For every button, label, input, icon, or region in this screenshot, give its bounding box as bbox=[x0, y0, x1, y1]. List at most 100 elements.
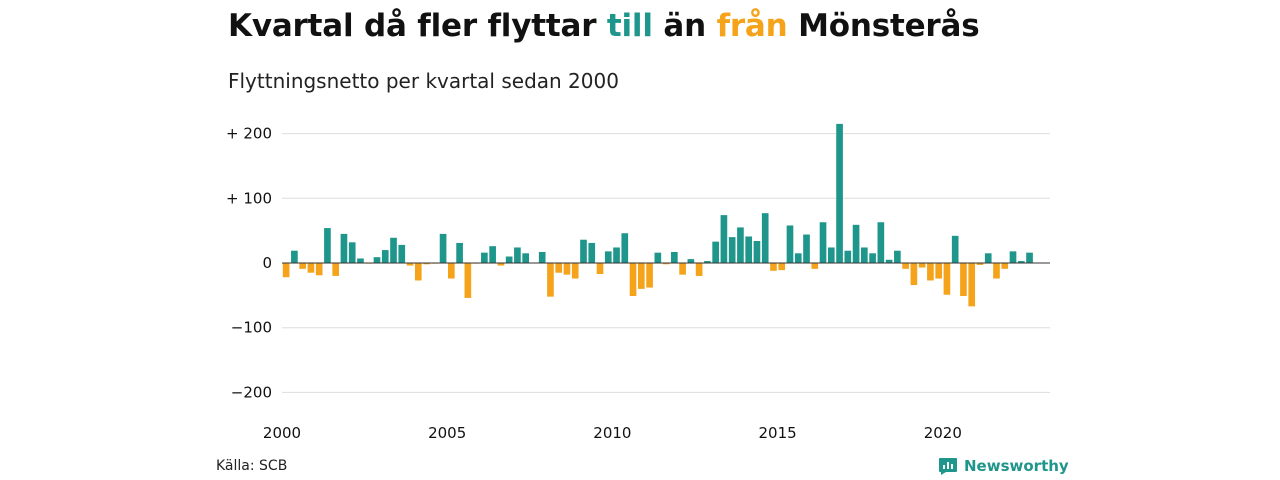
bar-2004Q4 bbox=[439, 233, 447, 263]
y-tick-label: −200 bbox=[231, 383, 272, 401]
bar-2012Q1 bbox=[679, 263, 686, 275]
bar-2009Q4 bbox=[604, 251, 612, 263]
y-tick-label: + 100 bbox=[226, 189, 272, 207]
bar-2006Q2 bbox=[489, 246, 496, 263]
bar-2005Q3 bbox=[464, 263, 472, 298]
bar-2006Q3 bbox=[497, 263, 505, 266]
bar-2007Q4 bbox=[538, 252, 546, 263]
bar-2004Q2 bbox=[423, 263, 430, 265]
bar-2014Q4 bbox=[770, 263, 777, 271]
bar-2014Q1 bbox=[745, 236, 753, 263]
bar-2003Q3 bbox=[398, 244, 406, 263]
bar-2020Q4 bbox=[968, 263, 976, 307]
bar-2002Q1 bbox=[348, 242, 356, 263]
bar-2008Q3 bbox=[563, 263, 571, 275]
x-axis-ticks: 2000 2005 2010 2015 2020 bbox=[263, 424, 962, 442]
bar-2001Q1 bbox=[315, 263, 323, 276]
bar-2019Q3 bbox=[927, 263, 934, 281]
bar-2012Q4 bbox=[704, 261, 711, 263]
bar-2013Q3 bbox=[728, 237, 736, 263]
x-tick-label: 2020 bbox=[924, 424, 962, 442]
bar-2018Q1 bbox=[877, 222, 885, 263]
bar-2001Q3 bbox=[332, 263, 340, 276]
title-word-till: till bbox=[606, 8, 653, 44]
bar-2007Q2 bbox=[522, 253, 529, 263]
x-tick-label: 2010 bbox=[593, 424, 631, 442]
bar-2016Q4 bbox=[836, 123, 843, 264]
bar-2002Q2 bbox=[357, 258, 364, 263]
title-part-1: Kvartal då fler flyttar bbox=[228, 8, 607, 44]
bar-2020Q1 bbox=[943, 263, 951, 295]
bar-2016Q1 bbox=[811, 263, 819, 269]
bar-2004Q1 bbox=[414, 263, 422, 281]
bar-2015Q2 bbox=[786, 225, 794, 263]
bar-2020Q2 bbox=[951, 235, 959, 263]
x-tick-label: 2000 bbox=[263, 424, 301, 442]
bar-2003Q2 bbox=[390, 237, 397, 263]
bar-2006Q1 bbox=[481, 252, 488, 263]
bar-2011Q2 bbox=[654, 252, 662, 263]
bar-2000Q4 bbox=[307, 263, 315, 273]
x-tick-label: 2015 bbox=[759, 424, 797, 442]
bar-2006Q4 bbox=[505, 256, 513, 263]
y-tick-label: + 200 bbox=[226, 125, 272, 143]
bar-2014Q2 bbox=[753, 241, 761, 263]
bar-2021Q4 bbox=[1001, 263, 1009, 269]
bar-2007Q1 bbox=[514, 247, 521, 263]
y-tick-label: −100 bbox=[231, 319, 272, 337]
bar-2010Q2 bbox=[621, 233, 629, 263]
bar-2000Q2 bbox=[291, 250, 298, 263]
bar-2019Q4 bbox=[935, 263, 942, 279]
bar-2005Q2 bbox=[456, 242, 463, 263]
bar-2011Q3 bbox=[662, 263, 670, 265]
newsworthy-chart-icon bbox=[938, 456, 958, 476]
source-note: Källa: SCB bbox=[216, 458, 288, 474]
bar-2010Q3 bbox=[629, 263, 637, 296]
bar-2009Q2 bbox=[588, 242, 596, 263]
x-tick-label: 2005 bbox=[428, 424, 466, 442]
bar-2021Q2 bbox=[984, 253, 992, 263]
bar-2012Q3 bbox=[695, 263, 703, 276]
bar-2015Q1 bbox=[778, 263, 786, 271]
bar-2003Q4 bbox=[406, 263, 414, 266]
y-tick-label: 0 bbox=[262, 254, 272, 272]
bar-2020Q3 bbox=[960, 263, 967, 296]
bar-2015Q4 bbox=[803, 234, 810, 263]
bar-2009Q3 bbox=[596, 263, 604, 274]
bar-2008Q1 bbox=[547, 263, 554, 297]
bar-2001Q2 bbox=[324, 228, 331, 263]
chart-subtitle: Flyttningsnetto per kvartal sedan 2000 bbox=[228, 69, 619, 93]
bar-2008Q4 bbox=[571, 263, 579, 279]
bar-2005Q1 bbox=[448, 263, 455, 279]
bar-2000Q1 bbox=[282, 263, 290, 278]
bar-2013Q4 bbox=[737, 227, 744, 263]
bar-2001Q4 bbox=[340, 233, 348, 263]
bar-2013Q1 bbox=[712, 241, 719, 263]
bar-2015Q3 bbox=[794, 253, 802, 263]
bar-2014Q3 bbox=[761, 213, 769, 263]
bar-2010Q4 bbox=[637, 263, 645, 289]
bar-2017Q2 bbox=[852, 224, 860, 263]
bar-2008Q2 bbox=[555, 263, 563, 273]
bar-2009Q1 bbox=[580, 239, 587, 263]
bar-2018Q3 bbox=[894, 250, 901, 263]
bar-2022Q2 bbox=[1017, 261, 1025, 263]
bar-2021Q3 bbox=[993, 263, 1000, 279]
bar-2019Q2 bbox=[918, 263, 926, 268]
bar-2010Q1 bbox=[613, 247, 620, 263]
bar-2003Q1 bbox=[381, 250, 389, 263]
chart-title: Kvartal då fler flyttar till än från Mön… bbox=[228, 8, 980, 44]
brand-name: Newsworthy bbox=[964, 457, 1069, 475]
bars bbox=[282, 123, 1033, 307]
bar-2017Q3 bbox=[861, 247, 868, 263]
bar-2012Q2 bbox=[687, 259, 695, 263]
title-part-2: än bbox=[652, 8, 717, 44]
bar-2022Q3 bbox=[1026, 252, 1033, 263]
title-word-fran: från bbox=[716, 8, 788, 44]
title-part-3: Mönsterås bbox=[787, 8, 980, 44]
newsworthy-logo[interactable]: Newsworthy bbox=[938, 456, 1069, 476]
bar-2002Q4 bbox=[373, 257, 381, 263]
grid-lines bbox=[282, 133, 1050, 393]
y-axis-ticks: + 200 + 100 0 −100 −200 bbox=[226, 125, 272, 402]
